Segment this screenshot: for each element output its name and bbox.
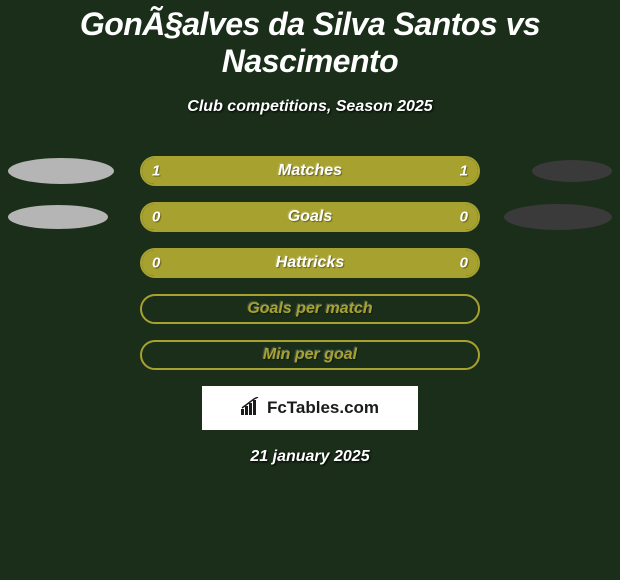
stat-row: Min per goal xyxy=(0,340,620,370)
comparison-card: GonÃ§alves da Silva Santos vs Nascimento… xyxy=(0,0,620,466)
stat-bar: Goals per match xyxy=(140,294,480,324)
page-title: GonÃ§alves da Silva Santos vs Nascimento xyxy=(0,0,620,80)
stat-label: Matches xyxy=(278,162,342,180)
stat-label: Goals per match xyxy=(247,300,372,318)
stat-row: Matches 1 1 xyxy=(0,156,620,186)
stat-value-right: 0 xyxy=(460,255,468,272)
stat-value-left: 1 xyxy=(152,163,160,180)
stat-value-left: 0 xyxy=(152,209,160,226)
stat-bar: Matches 1 1 xyxy=(140,156,480,186)
stat-label: Hattricks xyxy=(276,254,344,272)
bars-icon xyxy=(241,397,263,420)
stat-bar: Min per goal xyxy=(140,340,480,370)
stat-row: Hattricks 0 0 xyxy=(0,248,620,278)
date-label: 21 january 2025 xyxy=(0,448,620,466)
player-right-ellipse xyxy=(504,204,612,230)
page-subtitle: Club competitions, Season 2025 xyxy=(0,98,620,116)
stat-value-right: 0 xyxy=(460,209,468,226)
stat-label: Min per goal xyxy=(263,346,357,364)
stat-row: Goals 0 0 xyxy=(0,202,620,232)
stat-bar: Hattricks 0 0 xyxy=(140,248,480,278)
logo: FcTables.com xyxy=(241,397,379,420)
stat-value-right: 1 xyxy=(460,163,468,180)
stat-row: Goals per match xyxy=(0,294,620,324)
stat-value-left: 0 xyxy=(152,255,160,272)
player-left-ellipse xyxy=(8,205,108,229)
player-left-ellipse xyxy=(8,158,114,184)
stat-bar: Goals 0 0 xyxy=(140,202,480,232)
logo-box: FcTables.com xyxy=(202,386,418,430)
logo-text: FcTables.com xyxy=(267,398,379,418)
player-right-ellipse xyxy=(532,160,612,182)
stat-label: Goals xyxy=(288,208,332,226)
stat-rows: Matches 1 1 Goals 0 0 Hattricks 0 0 Goals per mat… xyxy=(0,156,620,370)
